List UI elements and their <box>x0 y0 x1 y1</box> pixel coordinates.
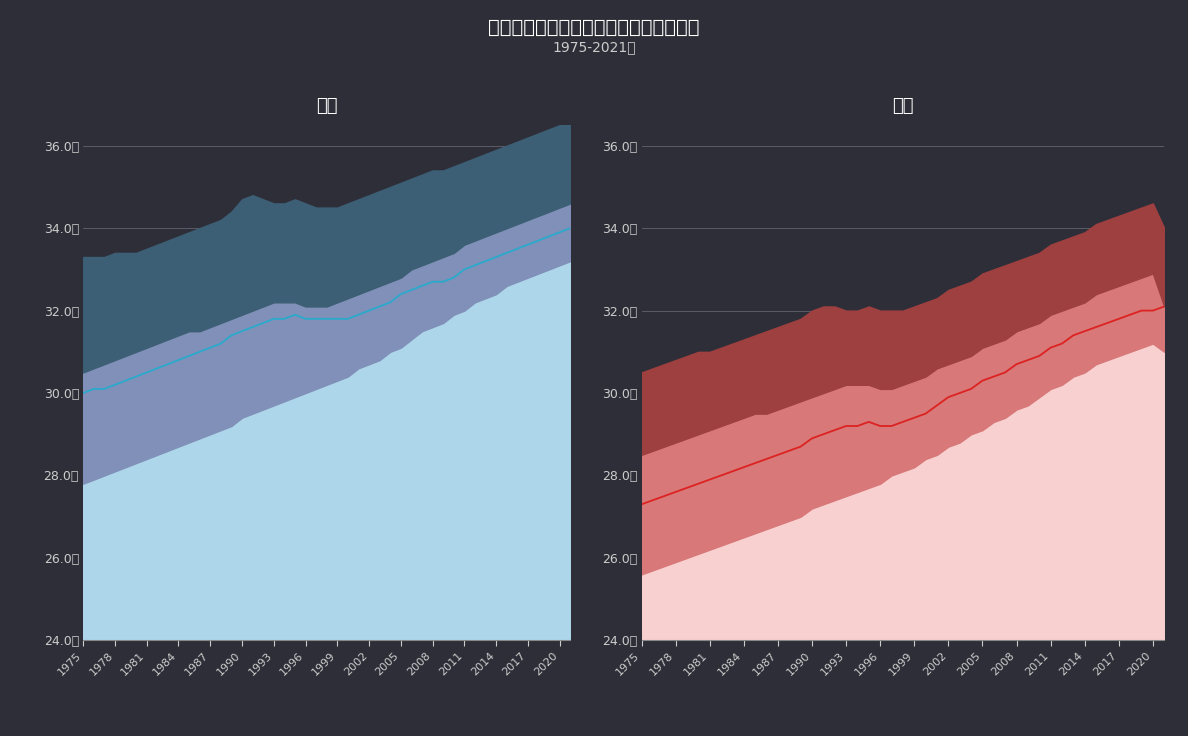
Text: 出生順位別の父母の平均年齢の年次推移: 出生順位別の父母の平均年齢の年次推移 <box>488 18 700 38</box>
Title: 父親: 父親 <box>316 97 337 116</box>
Title: 母親: 母親 <box>892 97 914 116</box>
Text: 1975-2021年: 1975-2021年 <box>552 40 636 54</box>
